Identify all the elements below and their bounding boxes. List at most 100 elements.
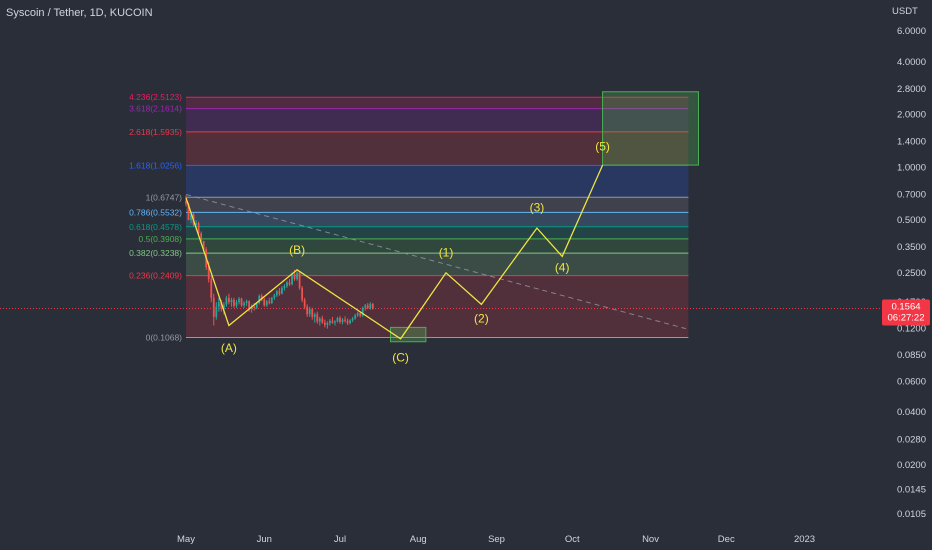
time-tick-label: Sep (488, 534, 505, 545)
price-tick-label: 0.0105 (897, 509, 926, 520)
candle-body (334, 321, 336, 323)
candle-body (235, 302, 238, 306)
bar-countdown: 06:27:22 (888, 312, 925, 323)
fib-level-label: 0(0.1068) (146, 333, 183, 343)
price-axis-ticks: 6.0000 4.0000 2.8000 2.0000 1.4000 1.0000 0.70… (897, 26, 926, 520)
time-axis[interactable]: May Jun Jul Aug Sep Oct Nov Dec 2023 (177, 534, 815, 545)
wave-label: (3) (530, 200, 545, 214)
fib-level-label: 0.5(0.3908) (139, 234, 183, 244)
price-tick-label: 1.0000 (897, 162, 926, 173)
price-tick-label: 0.0850 (897, 350, 926, 361)
candle-body (275, 291, 278, 296)
last-price-badge-bg (882, 299, 930, 326)
price-tick-label: 0.0200 (897, 460, 926, 471)
zone-layer (389, 91, 699, 343)
time-tick-label: May (177, 534, 195, 545)
price-tick-label: 0.2500 (897, 268, 926, 279)
candle-body (212, 297, 215, 317)
candle-body (230, 299, 233, 303)
fib-band (186, 253, 689, 276)
wave-label: (2) (474, 312, 489, 326)
wave-labels-layer: (A) (B) (C) (1) (2) (3) (4) (5) (221, 139, 610, 364)
candle-body (316, 314, 319, 322)
wave-label: (4) (555, 260, 570, 274)
candle-body (215, 306, 218, 317)
last-price-value: 0.1564 (891, 301, 920, 312)
candle-body (245, 301, 248, 304)
fib-band (186, 238, 689, 254)
price-axis[interactable]: USDT 6.0000 4.0000 2.8000 2.0000 1.4000 1.000… (882, 6, 930, 520)
candle-body (238, 298, 240, 303)
candle-body (253, 306, 256, 308)
candle-body (293, 274, 296, 280)
price-tick-label: 0.0600 (897, 376, 926, 387)
fib-band (186, 226, 689, 239)
candle-body (346, 320, 349, 324)
candle-body (288, 282, 291, 285)
candle-body (311, 309, 314, 317)
candle-body (190, 214, 192, 221)
price-tick-label: 0.7000 (897, 189, 926, 200)
candle-body (361, 307, 364, 316)
last-price-badge: 0.1564 06:27:22 (882, 299, 930, 326)
fib-level-label: 4.236(2.5123) (129, 92, 182, 102)
time-tick-label: Aug (410, 534, 427, 545)
candle-body (265, 301, 268, 306)
candle-body (329, 320, 331, 324)
fib-level-label: 1.618(1.0256) (129, 160, 182, 170)
buy-zone-box (389, 326, 427, 343)
fib-level-label: 0.618(0.4578) (129, 222, 182, 232)
fib-level-label: 0.236(0.2409) (129, 271, 182, 281)
fib-band (186, 108, 689, 132)
candle-body (364, 305, 367, 308)
candle-body (210, 279, 213, 298)
price-tick-label: 1.4000 (897, 137, 926, 148)
fib-band (186, 97, 689, 109)
candle-body (217, 302, 220, 307)
time-tick-label: Oct (565, 534, 580, 545)
candle-body (323, 322, 326, 325)
time-tick-label: Jul (334, 534, 346, 545)
price-tick-label: 6.0000 (897, 26, 926, 37)
time-tick-label: Jun (257, 534, 272, 545)
candle-body (220, 302, 223, 310)
candle-body (356, 313, 359, 316)
candle-body (369, 303, 372, 309)
fib-level-label: 1(0.6747) (146, 192, 183, 202)
price-tick-label: 0.0280 (897, 434, 926, 445)
candle-body (197, 223, 200, 234)
candle-body (318, 318, 321, 322)
candle-body (195, 223, 197, 225)
candle-body (371, 303, 374, 309)
candle-body (273, 295, 276, 298)
candle-body (240, 298, 243, 306)
candle-body (308, 309, 311, 315)
candle-body (225, 297, 228, 305)
wave-label: (5) (595, 139, 610, 153)
elliott-wave-layer (185, 164, 604, 340)
candle-body (248, 301, 251, 310)
fib-band (186, 131, 689, 166)
candle-body (228, 297, 230, 303)
candle-body (222, 304, 225, 310)
candle-body (366, 305, 369, 309)
candle-body (351, 318, 354, 321)
candle-body (278, 291, 281, 294)
candle-body (344, 319, 346, 321)
candle-body (298, 272, 301, 288)
fib-extension-layer: 0(0.1068) 0.236(0.2409) 0.382(0.3238) 0.5(0… (129, 92, 689, 343)
target-zone-box (602, 91, 699, 166)
price-tick-label: 0.0400 (897, 407, 926, 418)
price-tick-label: 4.0000 (897, 57, 926, 68)
candle-body (286, 282, 288, 287)
candle-body (291, 274, 293, 285)
wave-path (185, 164, 604, 340)
fib-band (186, 165, 689, 198)
candle-body (255, 303, 258, 308)
candle-body (313, 314, 316, 317)
candle-body (283, 286, 286, 288)
candle-body (270, 297, 273, 304)
candle-body (233, 299, 235, 306)
